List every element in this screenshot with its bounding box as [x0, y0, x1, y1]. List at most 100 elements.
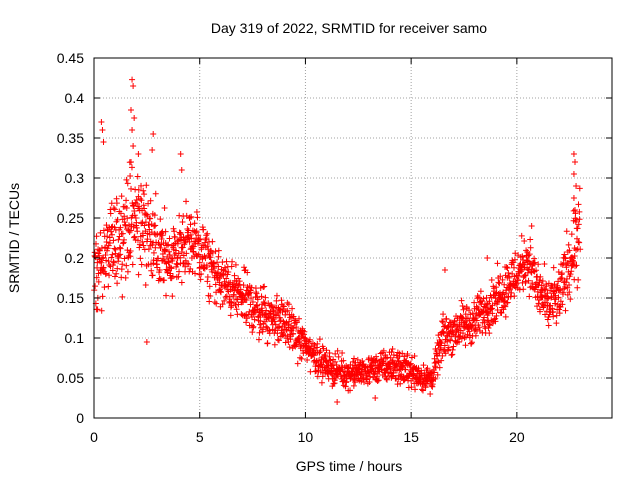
data-point	[161, 205, 168, 212]
data-point	[553, 312, 560, 319]
data-point	[275, 337, 282, 344]
data-point	[323, 347, 330, 354]
data-point	[352, 379, 359, 386]
data-point	[313, 344, 320, 351]
data-point	[383, 375, 390, 382]
data-point	[129, 261, 136, 268]
data-point	[350, 382, 357, 389]
data-point	[441, 342, 448, 349]
data-point	[172, 247, 179, 254]
data-point	[484, 318, 491, 325]
data-point	[130, 223, 137, 230]
data-point	[169, 273, 176, 280]
data-point	[275, 310, 282, 317]
data-point	[492, 318, 499, 325]
data-point	[273, 297, 280, 304]
data-point	[148, 267, 155, 274]
data-point	[334, 399, 341, 405]
data-point	[204, 230, 211, 237]
data-point	[147, 197, 154, 204]
data-point	[111, 224, 118, 231]
data-point	[521, 237, 528, 244]
data-point	[115, 258, 122, 265]
data-point	[331, 358, 338, 365]
data-point	[494, 307, 501, 314]
data-point	[140, 187, 147, 194]
data-point	[178, 167, 185, 173]
data-point	[175, 273, 182, 280]
data-point	[105, 283, 112, 290]
data-point	[325, 371, 332, 378]
data-point	[157, 216, 164, 223]
data-point	[335, 353, 342, 360]
data-point	[298, 355, 305, 362]
data-point	[231, 272, 238, 279]
data-point	[533, 267, 540, 274]
data-point	[316, 336, 323, 343]
data-point	[156, 267, 163, 274]
data-point	[215, 253, 222, 260]
data-point	[256, 329, 263, 336]
data-point	[354, 356, 361, 363]
data-point	[180, 234, 187, 241]
data-point	[402, 366, 409, 373]
data-point	[434, 358, 441, 365]
data-point	[294, 360, 301, 367]
data-point	[499, 276, 506, 283]
data-point	[566, 281, 573, 288]
data-point	[435, 332, 442, 339]
data-point	[118, 193, 125, 200]
data-point	[519, 253, 526, 260]
y-tick-label: 0.15	[57, 290, 84, 306]
data-point	[536, 279, 543, 286]
data-point	[466, 328, 473, 335]
data-point	[476, 324, 483, 331]
data-point	[149, 272, 156, 279]
data-point	[563, 279, 570, 286]
data-point	[322, 352, 329, 359]
data-point	[195, 232, 202, 239]
data-point	[486, 321, 493, 328]
data-point	[246, 290, 253, 297]
data-point	[131, 208, 138, 215]
data-point	[145, 246, 152, 253]
data-point	[544, 295, 551, 302]
y-tick-label: 0.35	[57, 130, 84, 146]
data-point	[563, 275, 570, 282]
data-point	[450, 343, 457, 350]
data-point	[477, 288, 484, 295]
data-point	[138, 182, 145, 189]
data-point	[117, 224, 124, 231]
data-point	[175, 250, 182, 257]
data-point	[227, 312, 234, 319]
data-point	[128, 159, 134, 165]
data-point	[511, 256, 518, 263]
data-point	[92, 283, 99, 290]
data-point	[249, 329, 256, 336]
data-point	[187, 231, 194, 238]
data-point	[162, 247, 169, 254]
data-point	[114, 216, 121, 223]
y-tick-label: 0	[76, 410, 84, 426]
data-point	[389, 357, 396, 364]
data-point	[437, 346, 444, 353]
data-point	[515, 273, 522, 280]
data-point	[367, 373, 374, 380]
data-point	[204, 278, 211, 285]
data-point	[132, 215, 139, 222]
data-point	[223, 258, 230, 265]
data-point	[95, 278, 102, 285]
data-point	[553, 320, 560, 327]
data-point	[150, 131, 157, 137]
data-point	[497, 273, 504, 280]
data-point	[575, 239, 582, 246]
data-point	[134, 173, 141, 180]
data-point	[404, 351, 411, 358]
data-point	[534, 288, 541, 295]
data-point	[565, 241, 572, 248]
data-point	[232, 261, 239, 268]
data-point	[131, 233, 138, 240]
data-point	[250, 323, 257, 330]
data-point	[576, 185, 583, 192]
